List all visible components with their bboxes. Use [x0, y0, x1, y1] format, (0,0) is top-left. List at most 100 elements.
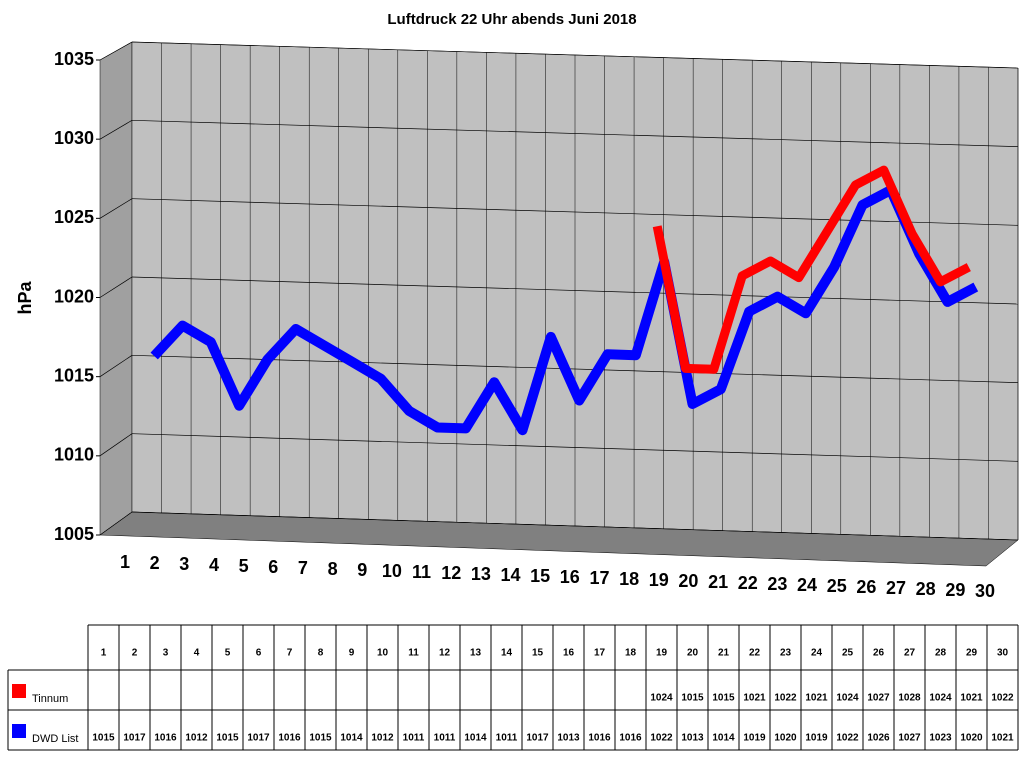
x-tick-label: 29 [945, 580, 965, 600]
table-header: 13 [470, 648, 482, 659]
table-header: 26 [873, 648, 885, 659]
table-value: 1015 [712, 693, 735, 704]
chart-title: Luftdruck 22 Uhr abends Juni 2018 [387, 11, 636, 28]
legend-label: Tinnum [32, 693, 68, 705]
grid-line [99, 355, 133, 377]
table-header: 25 [842, 648, 854, 659]
x-tick-label: 22 [738, 573, 758, 593]
table-header: 30 [997, 648, 1009, 659]
y-tick-label: 1015 [54, 365, 94, 385]
legend-swatch [12, 684, 26, 698]
x-tick-label: 11 [412, 562, 431, 582]
table-header: 24 [811, 648, 823, 659]
side-wall [99, 41, 133, 536]
table-value: 1015 [309, 733, 332, 744]
y-axis-label: hPa [15, 281, 35, 315]
x-tick-label: 25 [827, 576, 847, 596]
table-value: 1019 [805, 733, 828, 744]
table-header: 1 [101, 648, 107, 659]
table-value: 1015 [92, 733, 115, 744]
grid-line [99, 41, 133, 61]
table-header: 5 [225, 648, 231, 659]
table-value: 1021 [743, 693, 766, 704]
table-header: 21 [718, 648, 730, 659]
legend-swatch [12, 724, 26, 738]
x-tick-label: 17 [589, 568, 609, 588]
table-value: 1015 [681, 693, 704, 704]
table-header: 4 [194, 648, 200, 659]
grid-line [99, 120, 133, 140]
table-value: 1026 [867, 733, 890, 744]
table-header: 27 [904, 648, 916, 659]
table-header: 23 [780, 648, 792, 659]
table-frame [8, 625, 1018, 750]
table-header: 19 [656, 648, 668, 659]
y-tick-label: 1035 [54, 49, 94, 69]
legend-label: DWD List [32, 733, 78, 745]
x-tick-label: 24 [797, 575, 817, 595]
x-tick-label: 10 [382, 561, 402, 581]
table-header: 10 [377, 648, 389, 659]
table-value: 1020 [774, 733, 797, 744]
x-tick-label: 2 [150, 553, 160, 573]
table-header: 6 [256, 648, 262, 659]
x-tick-label: 12 [441, 563, 461, 583]
x-tick-label: 21 [708, 572, 728, 592]
table-header: 17 [594, 648, 606, 659]
table-value: 1023 [929, 733, 952, 744]
table-value: 1017 [526, 733, 549, 744]
table-value: 1027 [898, 733, 921, 744]
table-header: 7 [287, 648, 293, 659]
table-value: 1022 [991, 693, 1014, 704]
table-value: 1014 [464, 733, 487, 744]
x-tick-label: 13 [471, 564, 491, 584]
table-header: 20 [687, 648, 699, 659]
x-tick-label: 15 [530, 566, 550, 586]
table-value: 1011 [403, 733, 425, 744]
series-line [652, 165, 971, 374]
table-value: 1016 [278, 733, 301, 744]
table-header: 18 [625, 648, 637, 659]
grid-line [99, 433, 133, 457]
x-tick-label: 20 [678, 571, 698, 591]
y-tick-label: 1025 [54, 207, 94, 227]
x-tick-label: 16 [560, 567, 580, 587]
y-tick-label: 1010 [54, 445, 94, 465]
x-tick-label: 7 [298, 558, 308, 578]
table-header: 12 [439, 648, 451, 659]
table-value: 1022 [650, 733, 673, 744]
x-tick-label: 18 [619, 569, 639, 589]
table-header: 3 [163, 648, 169, 659]
table-header: 28 [935, 648, 947, 659]
table-header: 29 [966, 648, 978, 659]
table-value: 1013 [681, 733, 704, 744]
table-value: 1012 [371, 733, 394, 744]
y-tick-label: 1030 [54, 128, 94, 148]
table-value: 1016 [588, 733, 611, 744]
grid-line [99, 198, 133, 219]
x-tick-label: 30 [975, 581, 995, 601]
table-value: 1021 [991, 733, 1014, 744]
grid-line [99, 511, 133, 536]
y-tick-label: 1020 [54, 286, 94, 306]
table-value: 1011 [496, 733, 518, 744]
table-header: 15 [532, 648, 544, 659]
table-value: 1017 [247, 733, 270, 744]
table-value: 1011 [434, 733, 456, 744]
x-tick-label: 9 [357, 560, 367, 580]
table-value: 1014 [340, 733, 363, 744]
table-header: 22 [749, 648, 761, 659]
table-header: 11 [408, 648, 419, 659]
x-tick-label: 28 [916, 579, 936, 599]
table-value: 1021 [960, 693, 983, 704]
table-value: 1013 [557, 733, 580, 744]
y-tick-label: 1005 [54, 524, 94, 544]
table-value: 1015 [216, 733, 239, 744]
table-value: 1021 [805, 693, 828, 704]
table-value: 1017 [123, 733, 146, 744]
x-tick-label: 26 [856, 577, 876, 597]
table-value: 1019 [743, 733, 766, 744]
table-value: 1024 [929, 693, 952, 704]
table-value: 1027 [867, 693, 890, 704]
